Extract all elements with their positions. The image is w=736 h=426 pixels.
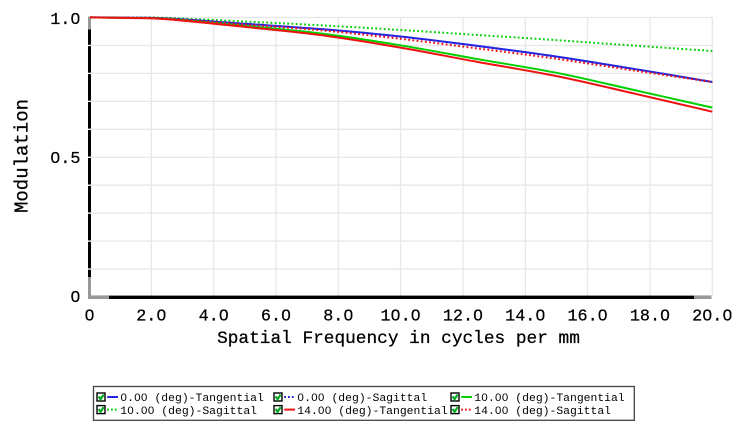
svg-text:20.0: 20.0	[692, 307, 732, 326]
svg-text:Spatial Frequency in cycles pe: Spatial Frequency in cycles per mm	[217, 329, 580, 349]
svg-text:0: 0	[70, 289, 80, 308]
svg-text:14.0: 14.0	[505, 307, 545, 326]
svg-text:0.5: 0.5	[50, 150, 80, 169]
svg-text:1.0: 1.0	[50, 11, 80, 30]
svg-text:2.0: 2.0	[136, 307, 166, 326]
svg-text:10.00 (deg)-Tangential: 10.00 (deg)-Tangential	[474, 393, 625, 405]
svg-text:4.0: 4.0	[199, 307, 229, 326]
svg-text:Modulation: Modulation	[12, 99, 34, 213]
svg-text:0.00 (deg)-Sagittal: 0.00 (deg)-Sagittal	[297, 393, 427, 405]
svg-text:10.0: 10.0	[380, 307, 420, 326]
svg-text:16.0: 16.0	[567, 307, 607, 326]
svg-text:14.00 (deg)-Sagittal: 14.00 (deg)-Sagittal	[474, 406, 611, 418]
svg-text:8.0: 8.0	[323, 307, 353, 326]
svg-text:0.00 (deg)-Tangential: 0.00 (deg)-Tangential	[120, 393, 264, 405]
svg-text:12.0: 12.0	[443, 307, 483, 326]
svg-text:10.00 (deg)-Sagittal: 10.00 (deg)-Sagittal	[120, 406, 257, 418]
svg-text:18.0: 18.0	[630, 307, 670, 326]
svg-text:14.00 (deg)-Tangential: 14.00 (deg)-Tangential	[297, 406, 448, 418]
svg-text:6.0: 6.0	[261, 307, 291, 326]
svg-text:0: 0	[84, 307, 94, 326]
